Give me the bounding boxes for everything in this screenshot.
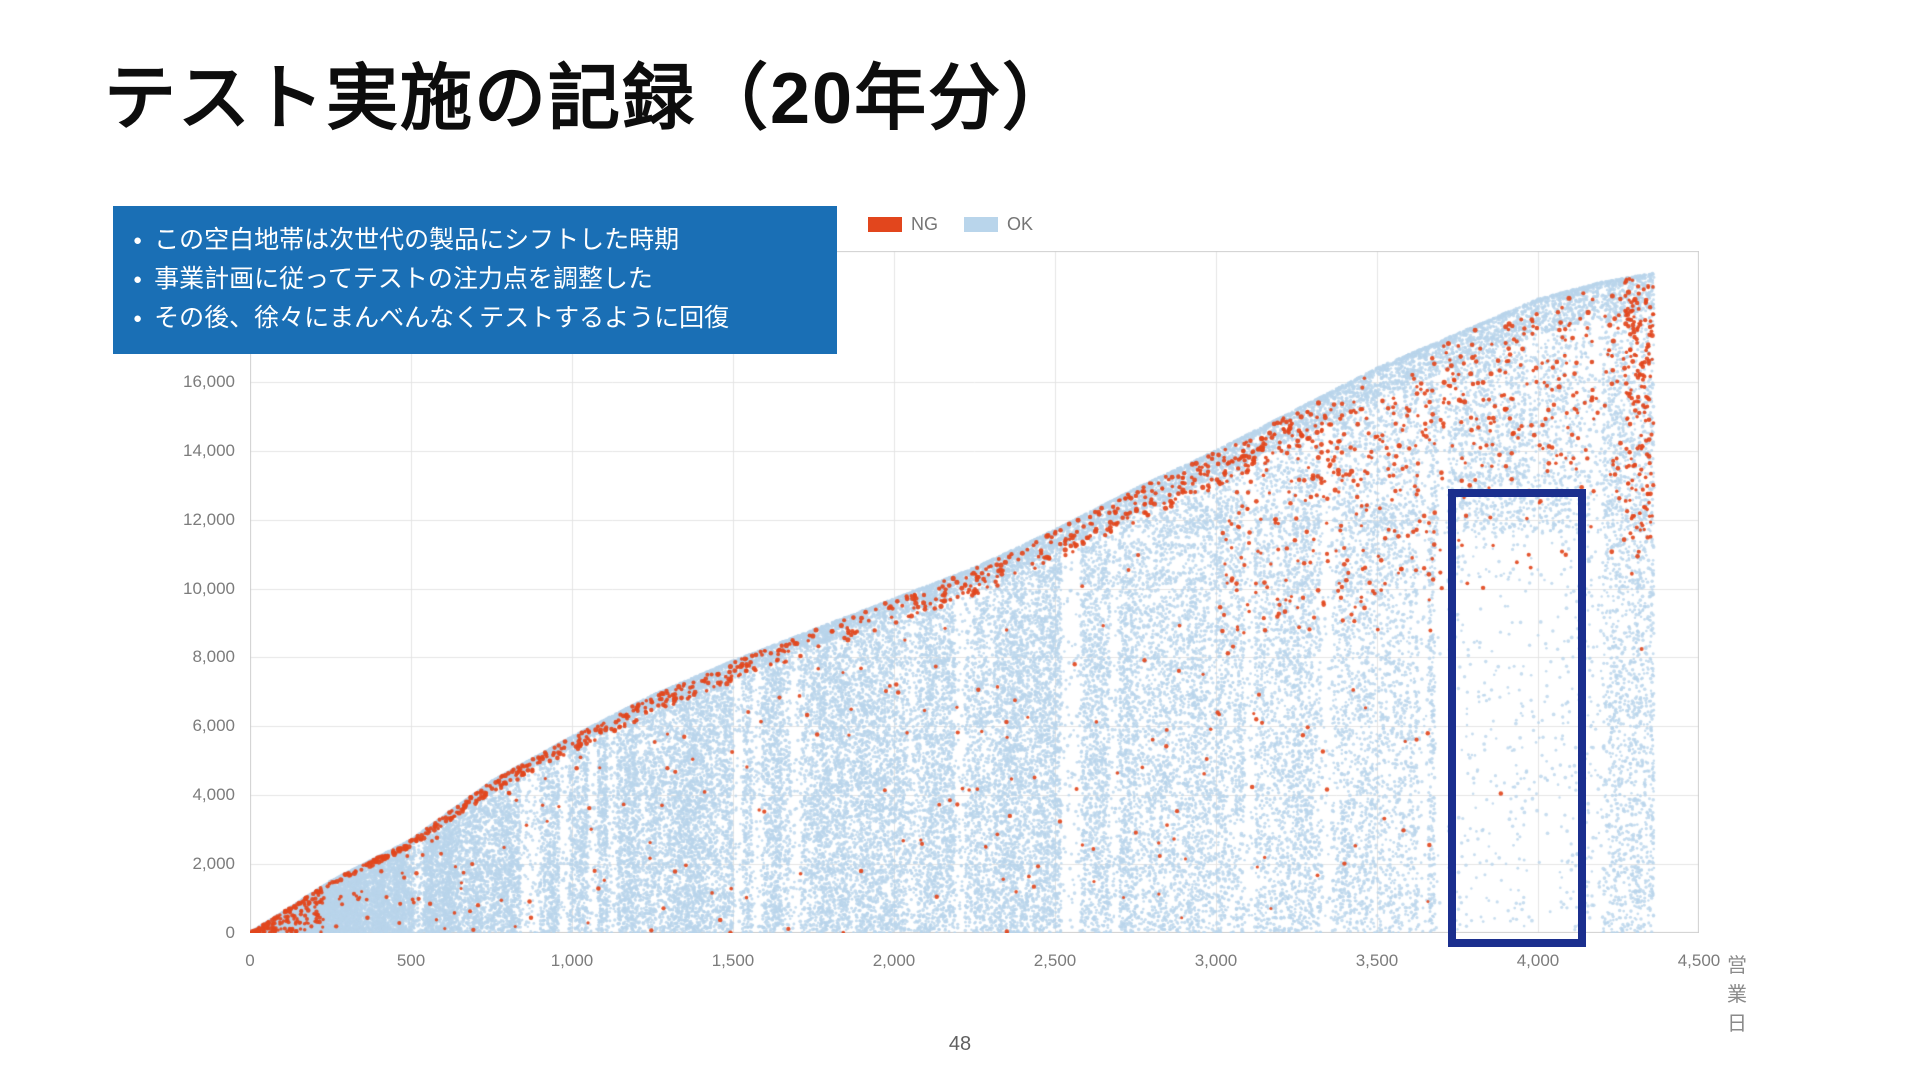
legend-swatch-ok xyxy=(964,217,998,232)
x-tick-label: 4,000 xyxy=(1516,951,1560,970)
page-number: 48 xyxy=(948,1033,972,1055)
bullet-icon: ● xyxy=(133,310,143,327)
legend-label-ng: NG xyxy=(911,214,938,234)
x-tick-label: 3,000 xyxy=(1194,951,1238,970)
x-tick-label: 500 xyxy=(396,951,426,970)
y-axis-labels: 0 2,000 4,000 6,000 8,000 10,000 12,000 14,000 1… xyxy=(155,251,235,942)
x-tick-label: 2,000 xyxy=(872,951,916,970)
x-tick-label: 0 xyxy=(245,951,255,970)
y-tick-label: 2,000 xyxy=(192,854,235,874)
legend-swatch-ng xyxy=(868,217,902,232)
x-tick-label: 2,500 xyxy=(1033,951,1077,970)
callout-bullet-2: ● 事業計画に従ってテストの注力点を調整した xyxy=(133,260,817,299)
callout-list: ● この空白地帯は次世代の製品にシフトした時期 ● 事業計画に従ってテストの注力… xyxy=(133,221,817,338)
highlight-box xyxy=(1447,488,1587,947)
callout-bullet-3-text: その後、徐々にまんべんなくテストするように回復 xyxy=(154,304,730,332)
y-tick-label: 12,000 xyxy=(183,509,235,529)
x-axis-title: 営業日 xyxy=(1727,955,1747,1035)
legend-label-ok: OK xyxy=(1007,214,1034,234)
y-tick-label: 16,000 xyxy=(183,371,235,391)
legend-item-ok: OK xyxy=(964,214,1033,235)
callout-box: ● この空白地帯は次世代の製品にシフトした時期 ● 事業計画に従ってテストの注力… xyxy=(113,206,837,354)
y-tick-label: 10,000 xyxy=(183,578,235,598)
scatter-chart: 0 2,000 4,000 6,000 8,000 10,000 12,000 14,000 1… xyxy=(183,251,1747,1035)
callout-bullet-1: ● この空白地帯は次世代の製品にシフトした時期 xyxy=(133,221,817,260)
x-tick-label: 1,500 xyxy=(711,951,755,970)
bullet-icon: ● xyxy=(133,232,143,249)
slide-title: テスト実施の記録（20年分） xyxy=(104,59,1077,139)
callout-bullet-2-text: 事業計画に従ってテストの注力点を調整した xyxy=(154,265,653,293)
scatter-canvas xyxy=(250,251,1699,933)
x-tick-label: 1,000 xyxy=(550,951,594,970)
chart-legend: NG OK xyxy=(868,214,1033,235)
x-axis-labels: 0 500 1,000 1,500 2,000 2,500 3,000 3,500 4,000 4… xyxy=(245,951,1720,975)
callout-bullet-1-text: この空白地帯は次世代の製品にシフトした時期 xyxy=(154,226,680,254)
y-tick-label: 4,000 xyxy=(192,785,235,805)
x-tick-label: 4,500 xyxy=(1677,951,1721,970)
x-tick-label: 3,500 xyxy=(1355,951,1399,970)
callout-bullet-3: ● その後、徐々にまんべんなくテストするように回復 xyxy=(133,299,817,338)
y-tick-label: 6,000 xyxy=(192,716,235,736)
legend-item-ng: NG xyxy=(868,214,938,235)
y-tick-label: 0 xyxy=(225,923,235,942)
y-tick-label: 14,000 xyxy=(183,440,235,460)
bullet-icon: ● xyxy=(133,271,143,288)
y-tick-label: 8,000 xyxy=(192,647,235,667)
